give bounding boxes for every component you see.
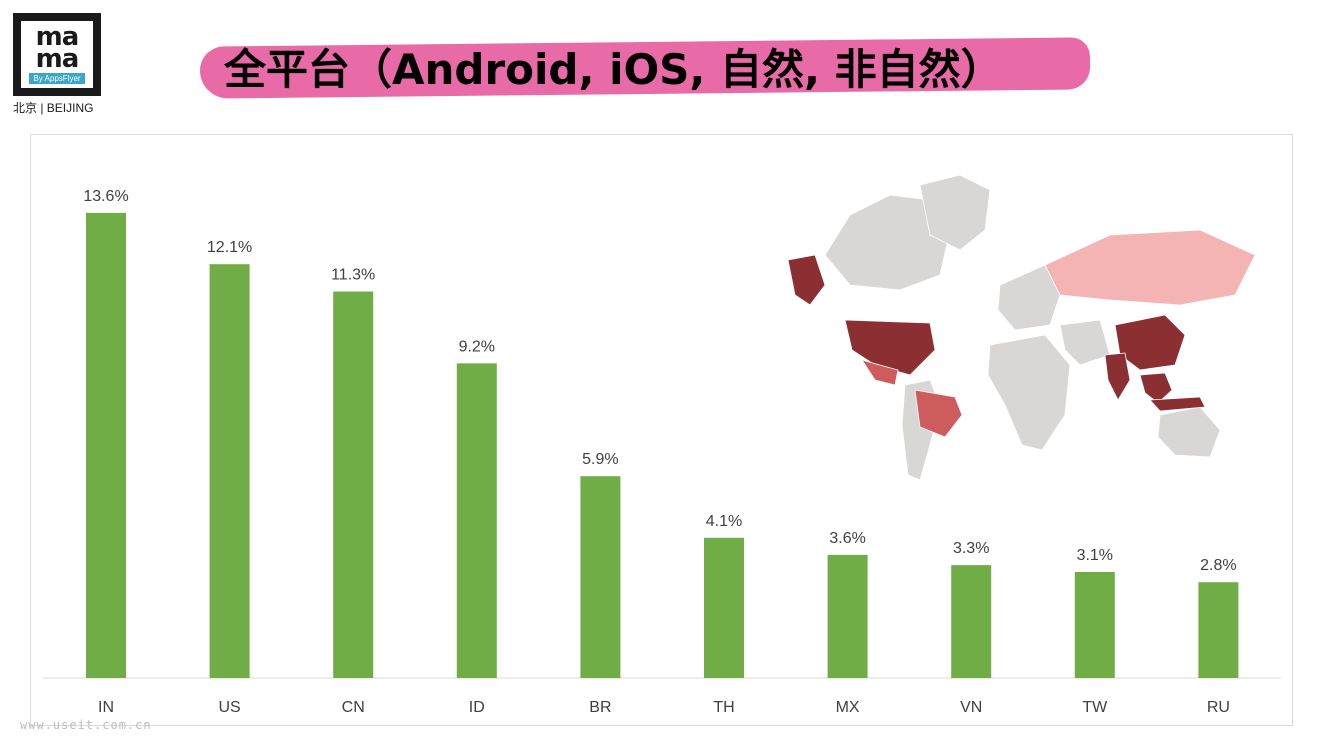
bar-id xyxy=(456,363,497,678)
x-tick-br: BR xyxy=(589,699,611,716)
bar-mx xyxy=(827,554,868,678)
data-label-th: 4.1% xyxy=(706,513,742,530)
data-label-in: 13.6% xyxy=(83,188,128,205)
data-label-mx: 3.6% xyxy=(829,530,865,547)
map-brazil xyxy=(914,389,963,438)
logo-city: 北京 | BEIJING xyxy=(13,101,94,115)
x-tick-vn: VN xyxy=(960,699,982,716)
x-tick-id: ID xyxy=(469,699,485,716)
map-india xyxy=(1104,352,1131,401)
map-highlight-mid xyxy=(861,359,963,438)
x-tick-in: IN xyxy=(98,699,114,716)
logo-word-bottom: ma xyxy=(35,43,80,74)
x-tick-ru: RU xyxy=(1207,699,1230,716)
map-highlight-dark xyxy=(787,254,1206,412)
bar-br xyxy=(580,476,621,678)
x-tick-us: US xyxy=(218,699,240,716)
bar-chart: 13.6% IN 12.1% US 11.3% CN 9.2% ID 5.9% BR 4.1% TH 3… xyxy=(43,188,1281,716)
data-label-cn: 11.3% xyxy=(331,267,375,284)
bar-ru xyxy=(1198,582,1239,678)
data-label-id: 9.2% xyxy=(459,338,495,355)
bar-in xyxy=(86,212,126,678)
bar-cn xyxy=(333,291,374,678)
data-label-ru: 2.8% xyxy=(1200,557,1236,574)
x-tick-th: TH xyxy=(713,699,734,716)
x-tick-tw: TW xyxy=(1082,699,1108,716)
x-tick-cn: CN xyxy=(342,699,365,716)
world-map xyxy=(787,175,1256,481)
map-southeast-asia xyxy=(1139,372,1173,404)
page-title: 全平台（Android, iOS, 自然, 非自然） xyxy=(224,45,1003,94)
data-label-us: 12.1% xyxy=(207,239,252,256)
bar-us xyxy=(209,264,250,678)
mama-logo: ma ma By AppsFlyer xyxy=(13,13,101,96)
bar-tw xyxy=(1074,571,1115,678)
map-mexico xyxy=(861,359,899,386)
data-label-vn: 3.3% xyxy=(953,540,989,557)
map-base-regions xyxy=(824,175,1221,481)
watermark: www.useit.com.cn xyxy=(20,718,152,732)
map-indonesia xyxy=(1149,396,1206,412)
map-africa xyxy=(987,334,1071,451)
bar-vn xyxy=(951,565,992,678)
data-label-tw: 3.1% xyxy=(1077,547,1113,564)
map-australia xyxy=(1157,406,1221,458)
bar-th xyxy=(704,537,744,678)
map-russia xyxy=(1044,229,1256,306)
map-middle-east xyxy=(1059,319,1111,366)
data-label-br: 5.9% xyxy=(582,451,618,468)
map-usa xyxy=(844,319,936,376)
logo-by-appsflyer: By AppsFlyer xyxy=(29,72,85,84)
logo-word-top: ma xyxy=(35,21,80,52)
chart-frame: 13.6% IN 12.1% US 11.3% CN 9.2% ID 5.9% BR 4.1% TH 3… xyxy=(30,134,1293,726)
x-tick-mx: MX xyxy=(836,699,860,716)
map-alaska xyxy=(787,254,826,306)
map-greenland xyxy=(919,175,991,251)
